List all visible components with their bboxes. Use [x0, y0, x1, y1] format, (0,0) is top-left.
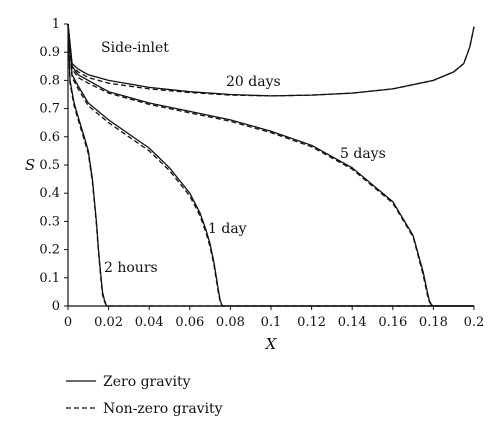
x-tick-label: 0.02 [94, 315, 123, 330]
series-layer [67, 23, 475, 307]
y-tick-label: 0.6 [39, 130, 60, 145]
y-tick-label: 0.8 [39, 73, 60, 88]
y-ticks: 0 0.1 0.2 0.3 0.4 0.5 0.6 0.7 0.8 0.9 1 [39, 17, 68, 314]
y-tick-label: 0.9 [39, 45, 60, 60]
y-axis-label: S [25, 156, 35, 174]
x-tick-label: 0.12 [297, 315, 326, 330]
y-tick-label: 0.7 [39, 102, 60, 117]
series-line-20-days-dashed [67, 23, 475, 97]
x-axis-label: X [265, 335, 278, 353]
annotation-5-days: 5 days [340, 146, 386, 162]
series-line-5-days-dashed [67, 23, 474, 307]
x-tick-label: 0.2 [464, 315, 485, 330]
x-tick-label: 0.1 [261, 315, 282, 330]
series-line-1-day-solid [67, 23, 474, 307]
series-line-1-day-dashed [67, 23, 474, 307]
x-tick-label: 0 [64, 315, 72, 330]
x-tick-label: 0.08 [216, 315, 245, 330]
legend-label-non-zero-gravity: Non-zero gravity [103, 401, 223, 417]
x-tick-label: 0.16 [378, 315, 407, 330]
legend: Zero gravity Non-zero gravity [66, 374, 223, 417]
y-tick-label: 0.3 [39, 214, 60, 229]
series-line-2-hours-dashed [67, 23, 474, 307]
annotation-20-days: 20 days [226, 74, 281, 90]
x-ticks: 0 0.02 0.04 0.06 0.08 0.1 0.12 0.14 0.16 0.18 0.2 [64, 306, 484, 330]
x-tick-label: 0.06 [175, 315, 204, 330]
annotation-2-hours: 2 hours [104, 260, 158, 276]
annotation-1-day: 1 day [208, 221, 247, 237]
x-tick-label: 0.04 [135, 315, 164, 330]
x-tick-label: 0.18 [419, 315, 448, 330]
y-tick-label: 0.1 [39, 271, 60, 286]
legend-label-zero-gravity: Zero gravity [103, 374, 191, 390]
annotation-side-inlet: Side-inlet [101, 40, 169, 56]
y-tick-label: 1 [52, 17, 60, 32]
y-tick-label: 0.2 [39, 243, 60, 258]
x-tick-label: 0.14 [338, 315, 367, 330]
y-tick-label: 0.5 [39, 158, 60, 173]
y-tick-label: 0.4 [39, 186, 60, 201]
y-tick-label: 0 [52, 299, 60, 314]
